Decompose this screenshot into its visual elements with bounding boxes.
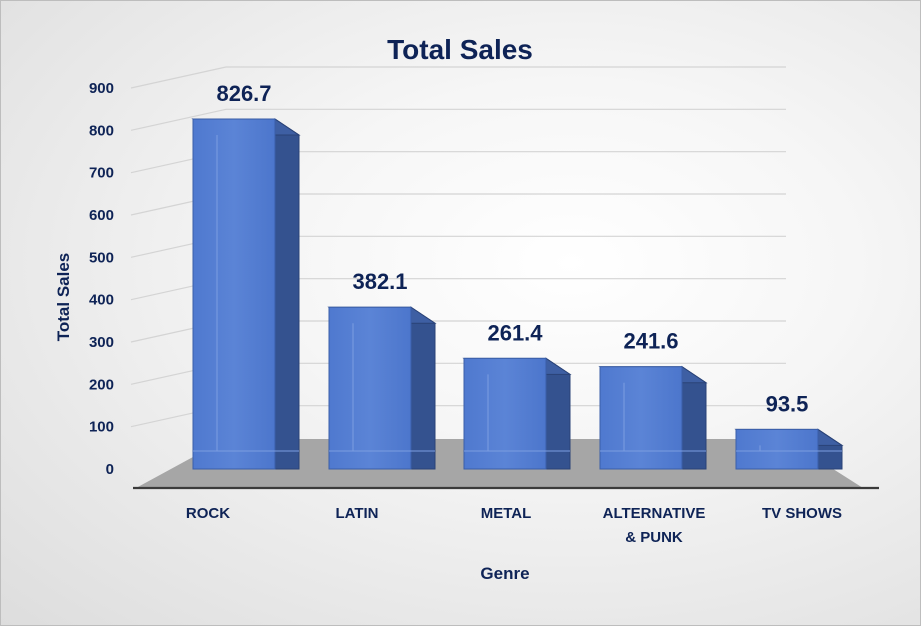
bar (598, 365, 708, 470)
bar-front-face (463, 357, 547, 470)
bar-side-face (545, 357, 571, 470)
x-category-label: ALTERNATIVE & PUNK (603, 505, 706, 546)
bar (327, 306, 437, 470)
y-tick-label: 600 (89, 207, 114, 224)
y-tick-label: 800 (89, 122, 114, 139)
y-tick-label: 900 (89, 80, 114, 97)
x-axis-title: Genre (480, 564, 529, 583)
y-tick-label: 700 (89, 165, 114, 182)
bar-side-face (410, 306, 436, 470)
x-category-label: LATIN (335, 505, 378, 522)
y-tick-label: 0 (106, 461, 114, 478)
bar-front-face (328, 306, 412, 470)
data-label: 241.6 (623, 329, 678, 354)
x-category-label: ROCK (186, 505, 230, 522)
y-tick-label: 400 (89, 292, 114, 309)
y-axis-ticks: 0 100 200 300 400 500 600 700 800 900 (89, 80, 114, 478)
y-tick-label: 200 (89, 376, 114, 393)
x-category-label: METAL (481, 505, 532, 522)
bar-front-face (192, 118, 276, 470)
y-tick-label: 100 (89, 419, 114, 436)
data-label: 93.5 (766, 391, 809, 416)
y-tick-label: 500 (89, 249, 114, 266)
data-label: 261.4 (487, 320, 543, 345)
x-axis-categories: ROCK LATIN METAL ALTERNATIVE & PUNK TV SHOWS (186, 505, 842, 546)
data-label: 382.1 (352, 269, 407, 294)
gridlines (130, 66, 786, 428)
bar-front-face (599, 366, 683, 470)
bar-front-face (735, 428, 819, 470)
bar (734, 428, 844, 470)
y-tick-label: 300 (89, 334, 114, 351)
x-category-label: TV SHOWS (762, 505, 842, 522)
chart-title: Total Sales (387, 34, 533, 65)
bar (191, 118, 301, 470)
y-axis-title: Total Sales (54, 253, 73, 342)
bar-side-face (274, 118, 300, 470)
bar (462, 357, 572, 470)
gridline-slant (130, 66, 227, 89)
gridline-slant (130, 108, 227, 131)
bars: 826.7 382.1 261.4 241.6 93.5 (191, 81, 844, 470)
data-label: 826.7 (216, 81, 271, 106)
